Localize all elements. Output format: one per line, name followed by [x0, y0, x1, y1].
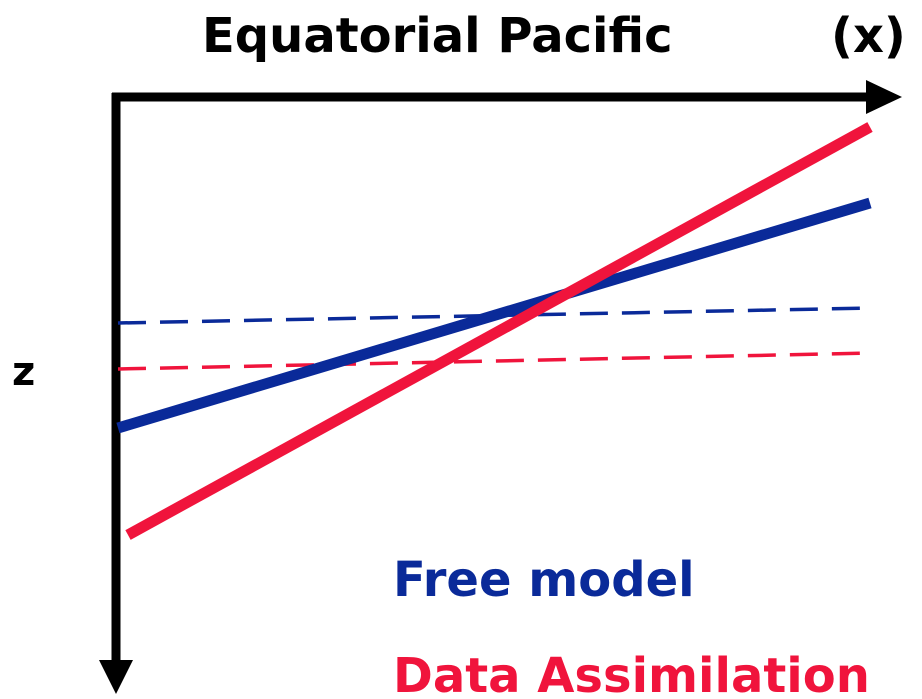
- data-assimilation-solid-line: [125, 122, 873, 540]
- data-assimilation-dashed-line: [117, 351, 873, 371]
- legend-free-model: Free model: [393, 552, 695, 608]
- legend-data-assimilation: Data Assimilation: [393, 648, 870, 699]
- z-axis-arrowhead: [99, 660, 133, 694]
- x-axis-label: (x): [831, 8, 906, 64]
- diagram-title: Equatorial Pacific: [202, 8, 673, 64]
- x-axis-arrowhead: [866, 80, 902, 114]
- free-model-solid-line: [116, 197, 872, 434]
- z-axis-label: z: [12, 349, 36, 395]
